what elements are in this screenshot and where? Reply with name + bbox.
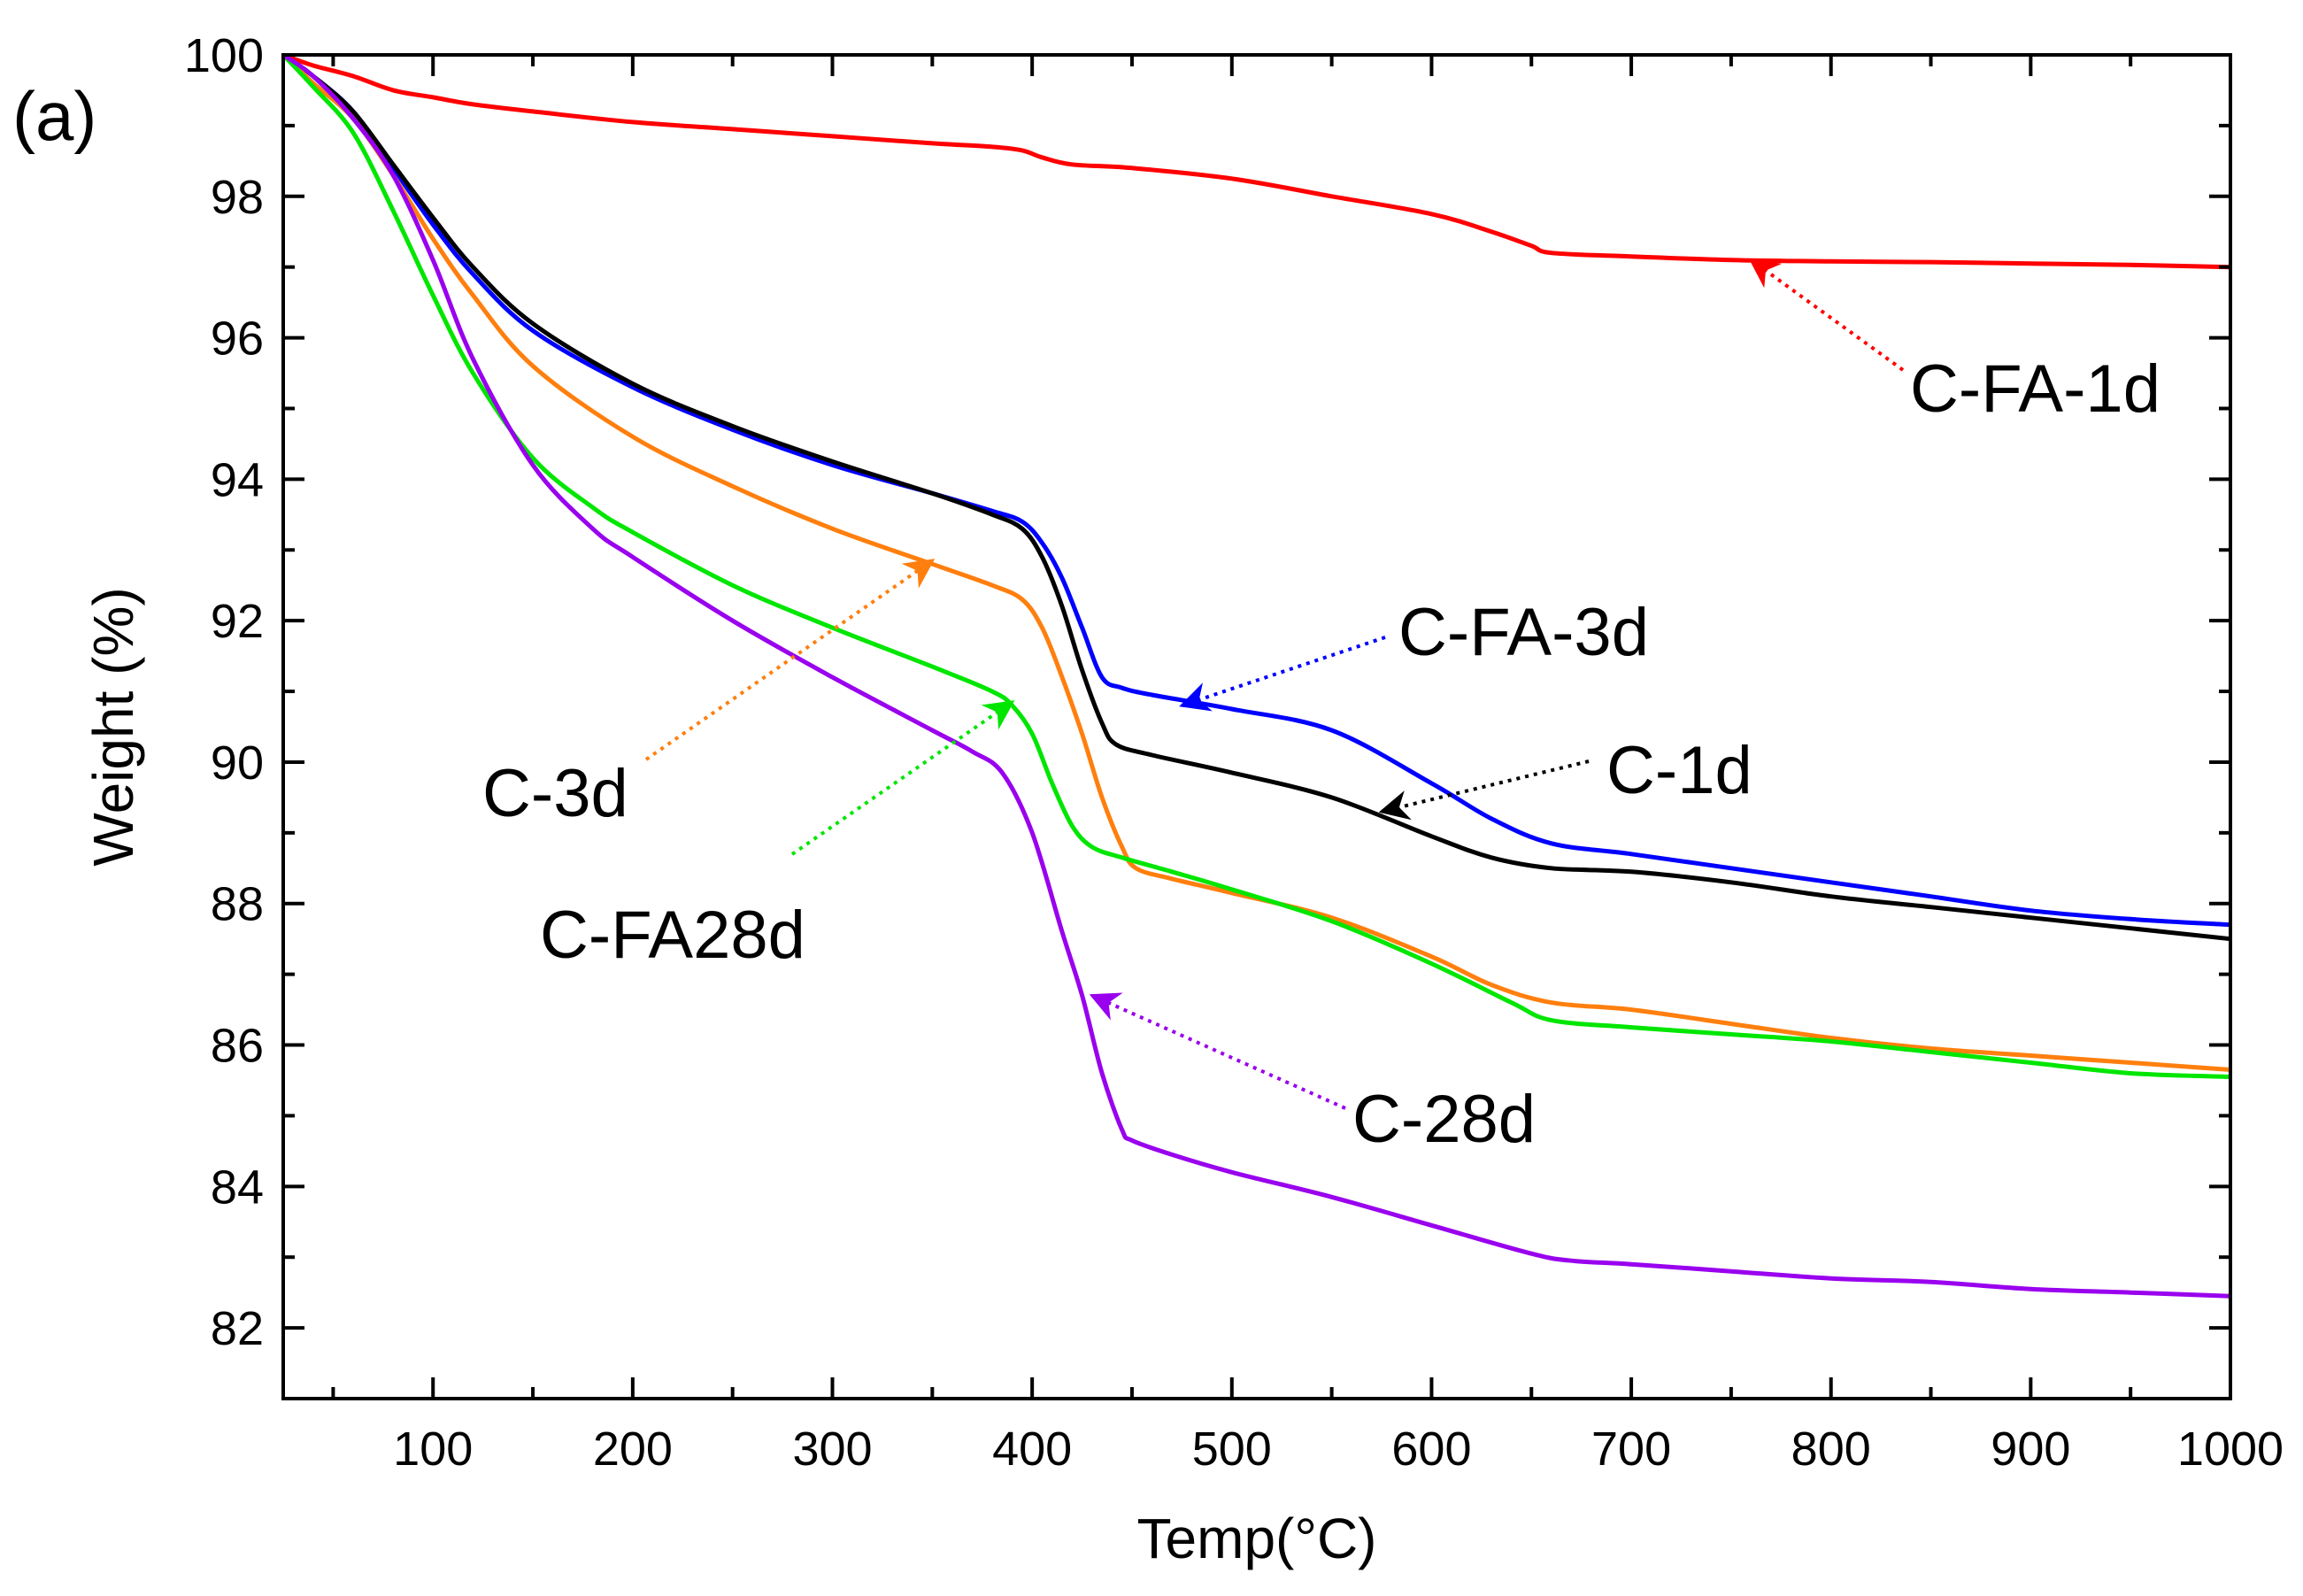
series-label-c-fa-1d: C-FA-1d xyxy=(1910,351,2161,427)
series-label-c-3d: C-3d xyxy=(482,756,628,831)
series-label-c-fa-3d: C-FA-3d xyxy=(1398,595,1649,670)
x-tick-label: 900 xyxy=(1991,1423,2070,1476)
y-tick-label: 100 xyxy=(184,29,264,82)
series-label-c-1d: C-1d xyxy=(1606,733,1752,808)
y-tick-label: 90 xyxy=(211,736,264,790)
annotation-arrow-c-fa28d xyxy=(790,700,1015,856)
annotation-layer: C-FA-1d C-FA-3d C-1d C-3d C-FA28d C-28d xyxy=(482,258,2161,1157)
x-tick-label: 700 xyxy=(1591,1423,1671,1476)
plot-frame xyxy=(281,53,2232,1400)
x-tick-label: 500 xyxy=(1192,1423,1272,1476)
y-tick-label: 94 xyxy=(211,453,264,506)
series-layer xyxy=(281,52,2231,1299)
series-line-c-3d xyxy=(281,53,2231,1072)
series-line-c-fa-1d xyxy=(282,52,2231,270)
y-tick-label: 82 xyxy=(211,1302,264,1355)
tick-layer: 100 200 300 400 500 600 700 800 900 1000 82 84 86 88 9… xyxy=(184,29,2284,1476)
series-line-c-1d xyxy=(281,52,2231,942)
x-tick-label: 400 xyxy=(992,1423,1072,1476)
x-tick-label: 600 xyxy=(1391,1423,1471,1476)
y-tick-label: 92 xyxy=(211,595,264,648)
panel-label: (a) xyxy=(12,77,96,155)
annotation-arrow-c-1d xyxy=(1378,759,1590,821)
y-tick-label: 86 xyxy=(211,1020,264,1073)
y-tick-label: 88 xyxy=(211,878,264,931)
y-tick-label: 84 xyxy=(211,1160,264,1214)
x-tick-label: 200 xyxy=(593,1423,673,1476)
annotation-arrow-c-28d xyxy=(1089,992,1346,1110)
x-axis-title: Temp(°C) xyxy=(1137,1507,1377,1570)
y-tick-label: 96 xyxy=(211,312,264,366)
x-tick-label: 300 xyxy=(792,1423,872,1476)
annotation-arrow-c-fa-3d xyxy=(1179,636,1386,712)
x-tick-label: 1000 xyxy=(2177,1423,2284,1476)
series-line-c-fa-3d xyxy=(281,52,2231,928)
x-tick-label: 100 xyxy=(393,1423,473,1476)
series-label-c-fa28d: C-FA28d xyxy=(540,898,805,973)
series-label-c-28d: C-28d xyxy=(1352,1082,1536,1157)
series-line-c-28d xyxy=(281,52,2231,1299)
y-axis-title: Weight (%) xyxy=(81,587,145,866)
series-line-c-fa28d xyxy=(281,53,2231,1079)
y-tick-label: 98 xyxy=(211,171,264,224)
x-tick-label: 800 xyxy=(1791,1423,1871,1476)
